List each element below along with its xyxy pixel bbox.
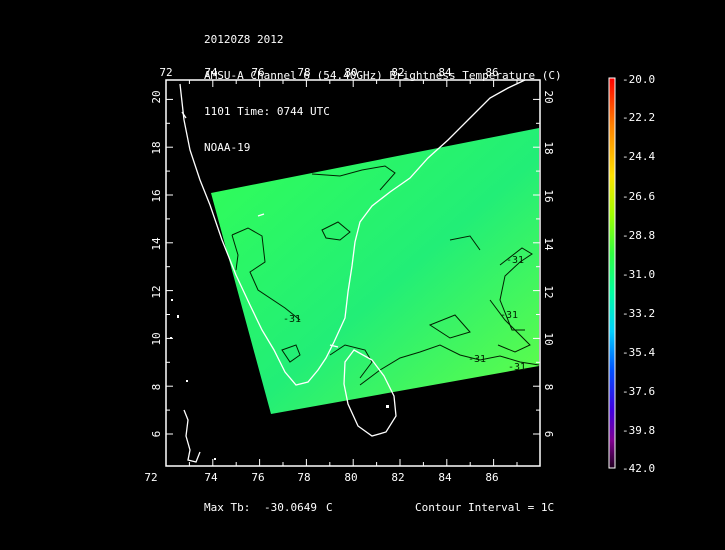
brightness-temperature-swath — [211, 128, 539, 414]
lat-tick-right: 18 — [542, 141, 555, 154]
contour-lines — [231, 165, 540, 386]
lat-tick-left: 18 — [150, 141, 163, 154]
lat-tick-right: 20 — [542, 90, 555, 103]
header-line-1: 20120Z8 2012 — [204, 33, 284, 46]
max-tb-value: -30.0649 — [264, 501, 317, 514]
lat-tick-right: 16 — [542, 189, 555, 202]
lon-tick-top: 82 — [391, 66, 404, 79]
lon-tick-top: 76 — [251, 66, 264, 79]
colorbar-label: -33.2 — [622, 307, 656, 320]
lat-tick-left: 10 — [150, 332, 163, 345]
lon-tick-top: 72 — [159, 66, 172, 79]
lat-tick-right: 10 — [542, 332, 555, 345]
contour-interval: Contour Interval = 1C — [415, 501, 555, 514]
colorbar-label: -42.0 — [622, 462, 656, 475]
contour-label: -31 — [283, 314, 301, 325]
lon-tick-bottom: 80 — [344, 471, 357, 484]
lat-tick-left: 14 — [150, 237, 163, 251]
header-line-3: 1101 Time: 0744 UTC — [204, 105, 330, 118]
coastline — [179, 79, 526, 463]
header-line-4: NOAA-19 — [204, 141, 251, 154]
colorbar-label: -24.4 — [622, 150, 656, 163]
colorbar-label: -26.6 — [622, 190, 656, 203]
lat-tick-right: 14 — [542, 237, 555, 251]
lat-tick-left: 16 — [150, 189, 163, 202]
max-tb-label: Max Tb: — [204, 501, 251, 514]
lat-tick-left: 6 — [150, 431, 163, 438]
colorbar-label: -37.6 — [622, 385, 656, 398]
lon-tick-bottom: 84 — [438, 471, 452, 484]
lon-tick-bottom: 78 — [297, 471, 310, 484]
colorbar-label: -39.8 — [622, 424, 656, 437]
lon-tick-bottom: 76 — [251, 471, 264, 484]
contour-label: -31 — [508, 362, 526, 373]
axis-ticks — [165, 80, 540, 466]
lon-tick-bottom: 72 — [144, 471, 157, 484]
lat-tick-right: 6 — [542, 431, 555, 438]
lon-tick-top: 84 — [438, 66, 452, 79]
max-tb-unit: C — [326, 501, 333, 514]
colorbar — [608, 77, 616, 469]
lon-tick-top: 86 — [485, 66, 498, 79]
header-line-2: AMSU-A Channel 6 (54.40GHz) Brightness T… — [204, 69, 562, 82]
header-text: 20120Z8 2012 AMSU-A Channel 6 (54.40GHz)… — [204, 10, 562, 166]
contour-label: -31 — [506, 255, 524, 266]
lon-tick-bottom: 86 — [485, 471, 498, 484]
colorbar-label: -22.2 — [622, 111, 656, 124]
lon-tick-bottom: 74 — [204, 471, 218, 484]
lat-tick-right: 8 — [542, 384, 555, 391]
contour-label: -31 — [500, 310, 518, 321]
colorbar-label: -28.8 — [622, 229, 656, 242]
colorbar-label: -20.0 — [622, 73, 656, 86]
lon-tick-top: 74 — [204, 66, 218, 79]
lon-tick-top: 78 — [297, 66, 310, 79]
lat-tick-left: 8 — [150, 384, 163, 391]
lat-tick-left: 20 — [150, 90, 163, 103]
lon-tick-top: 80 — [344, 66, 357, 79]
colorbar-label: -31.0 — [622, 268, 656, 281]
contour-label: -31 — [468, 354, 486, 365]
lat-tick-right: 12 — [542, 285, 555, 298]
lat-tick-left: 12 — [150, 285, 163, 298]
lon-tick-bottom: 82 — [391, 471, 404, 484]
colorbar-label: -35.4 — [622, 346, 656, 359]
